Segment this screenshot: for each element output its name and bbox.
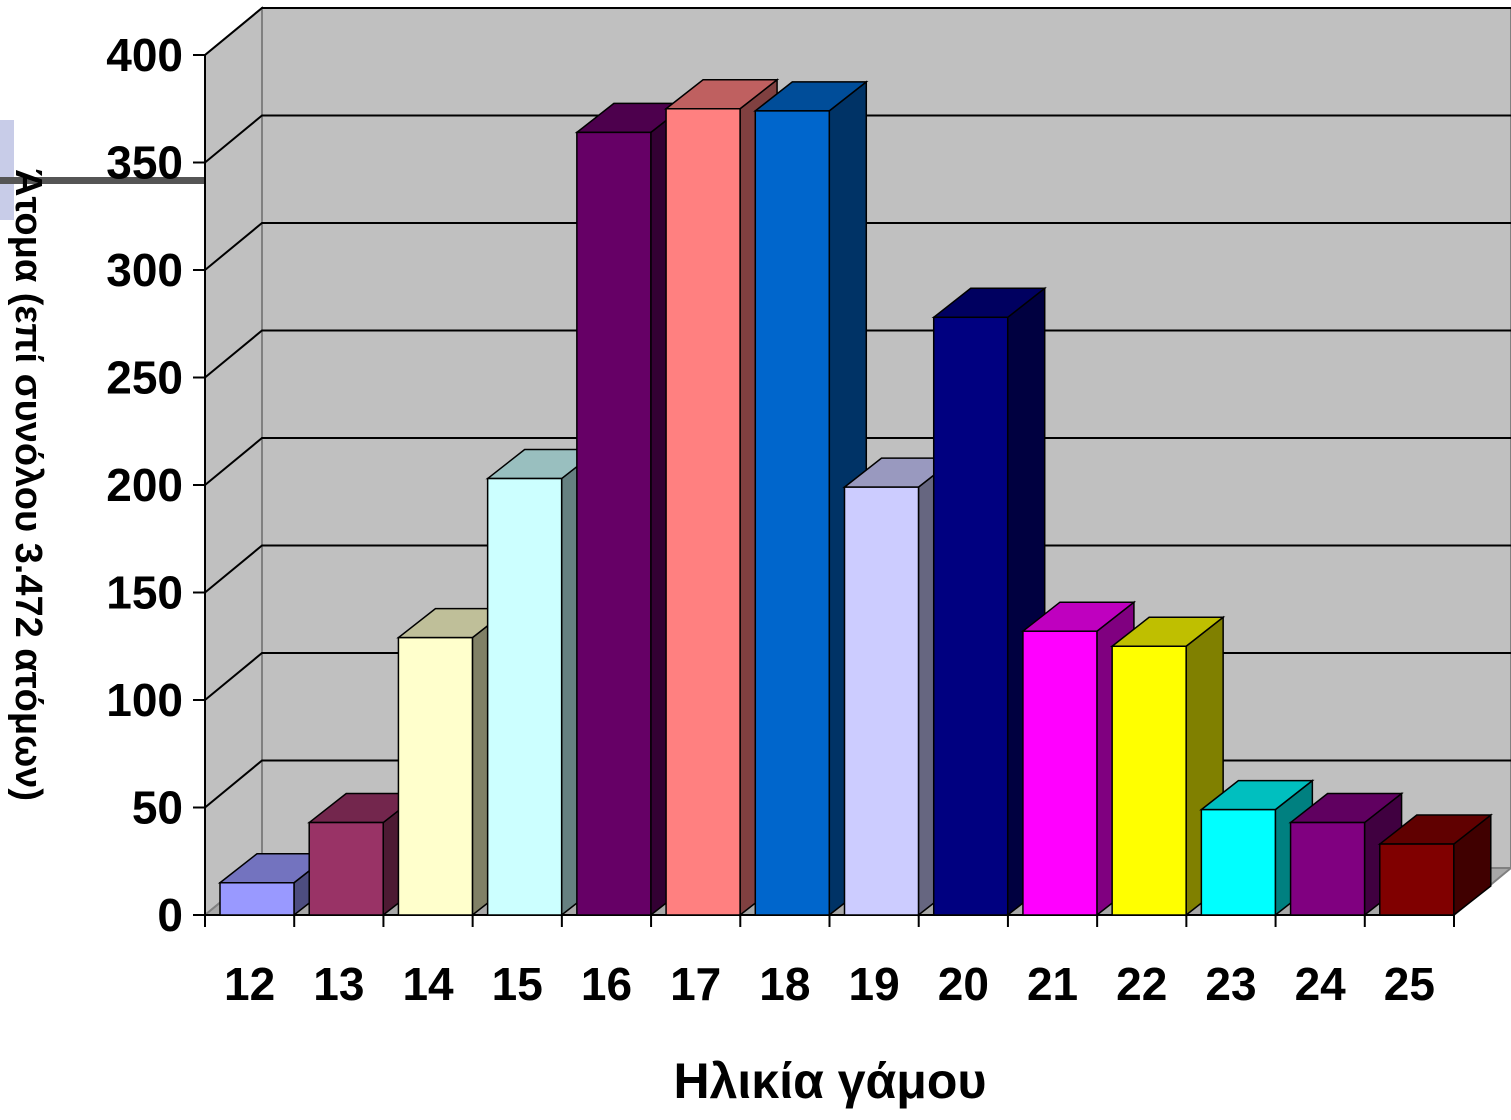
y-tick-label: 250 — [106, 352, 183, 404]
gridline — [204, 544, 1511, 594]
x-tick-label: 14 — [402, 958, 454, 1010]
gridline — [204, 437, 1511, 486]
gridline — [204, 7, 1511, 56]
bar-front — [1289, 821, 1366, 916]
bar-front — [219, 882, 295, 916]
x-tick-label: 21 — [1027, 958, 1078, 1010]
x-tick-label: 23 — [1205, 958, 1256, 1010]
bar-front — [486, 477, 563, 916]
bar-front — [843, 486, 920, 916]
x-tick-label: 15 — [492, 958, 543, 1010]
gridline — [204, 329, 1511, 379]
bar-front — [754, 110, 831, 916]
y-tick-label: 50 — [132, 782, 183, 834]
y-tick-label: 200 — [106, 459, 183, 511]
x-tick-label: 13 — [313, 958, 364, 1010]
bar-front — [1200, 808, 1277, 916]
x-axis-title: Ηλικία γάμου — [674, 1053, 987, 1109]
x-tick-label: 12 — [224, 958, 275, 1010]
x-tick-label: 24 — [1295, 958, 1347, 1010]
bar-front — [1022, 630, 1098, 916]
bar-front — [397, 636, 474, 916]
x-tick-label: 22 — [1116, 958, 1167, 1010]
decorative-strip — [0, 120, 14, 220]
x-tick-label: 16 — [581, 958, 632, 1010]
y-tick-labels: 0 50 100 150 200 250 300 350 400 — [106, 29, 183, 941]
bar-front — [932, 316, 1009, 916]
y-tick-label: 0 — [157, 889, 183, 941]
x-tick-label: 17 — [670, 958, 721, 1010]
y-axis-title: Άτομα (επί συνόλου 3.472 ατόμων) — [7, 169, 49, 801]
x-tick-labels: 12 13 14 15 16 17 18 19 20 21 22 23 24 25 — [224, 958, 1435, 1010]
bar-front — [1111, 645, 1187, 916]
y-tick-label: 350 — [106, 137, 183, 189]
y-tick-label: 100 — [106, 674, 183, 726]
bar-front — [308, 821, 384, 916]
y-tick-label: 150 — [106, 567, 183, 619]
bar-25 — [1377, 813, 1493, 917]
x-tick-label: 20 — [938, 958, 989, 1010]
x-tick-label: 25 — [1384, 958, 1435, 1010]
y-tick-label: 300 — [106, 244, 183, 296]
bars — [217, 78, 1493, 917]
bar-front — [576, 131, 652, 916]
x-tick-label: 19 — [849, 958, 900, 1010]
bar-14 — [396, 607, 512, 917]
gridline — [204, 114, 1511, 164]
y-tick-label: 400 — [106, 29, 183, 81]
bar-front — [1379, 843, 1455, 916]
x-tick-label: 18 — [759, 958, 810, 1010]
decorative-rule — [0, 177, 205, 184]
bar-front — [665, 108, 741, 916]
gridline — [204, 222, 1511, 271]
